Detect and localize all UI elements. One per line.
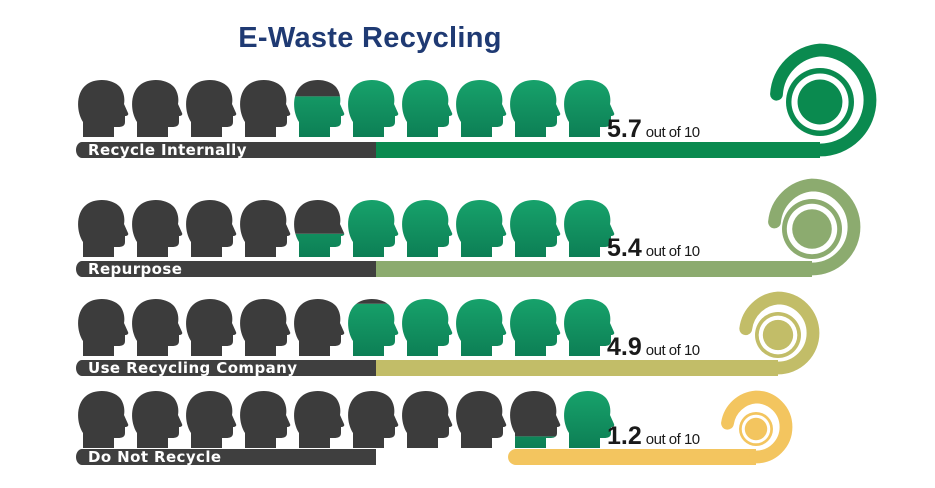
value-bar — [292, 261, 812, 277]
label-bar — [76, 142, 376, 158]
person-head-icon — [78, 298, 129, 356]
person-head-icon — [456, 298, 507, 356]
row-label: Recycle Internally — [88, 141, 247, 159]
person-head-icon — [240, 199, 291, 257]
person-head-icon — [402, 199, 453, 257]
person-head-icon — [240, 390, 291, 448]
person-head-icon — [348, 390, 399, 448]
person-head-icon — [456, 199, 507, 257]
spiral-swirl — [770, 43, 877, 157]
chart-row: Use Recycling Company 4.9 out of 10 — [76, 291, 820, 377]
person-head-icon — [456, 79, 507, 137]
person-head-icon — [402, 79, 453, 137]
label-bar — [76, 261, 376, 277]
person-head-icon — [294, 298, 345, 356]
person-head-icon — [132, 298, 183, 356]
person-head-icon — [510, 298, 561, 356]
person-head-icon — [348, 79, 399, 137]
person-head-icon — [294, 80, 345, 137]
person-head-icon — [240, 79, 291, 137]
person-head-icon — [510, 391, 561, 448]
row-label: Repurpose — [88, 260, 182, 278]
person-head-icon — [78, 79, 129, 137]
label-bar — [76, 360, 376, 376]
chart-row: Repurpose 5.4 out of 10 — [76, 178, 861, 278]
spiral-swirl — [739, 291, 820, 375]
person-head-icon — [564, 79, 615, 137]
value-label: 5.4 out of 10 — [607, 234, 700, 262]
value-label: 5.7 out of 10 — [607, 115, 700, 143]
person-head-icon — [132, 79, 183, 137]
value-label: 4.9 out of 10 — [607, 333, 700, 361]
person-head-icon — [78, 199, 129, 257]
value-bar — [346, 360, 778, 376]
person-head-icon — [186, 298, 237, 356]
chart-row: Do Not Recycle 1.2 out of 10 — [76, 390, 793, 466]
person-head-icon — [402, 390, 453, 448]
chart-row: Recycle Internally 5.7 out of 10 — [76, 43, 877, 159]
person-head-icon — [564, 390, 615, 448]
person-head-icon — [186, 199, 237, 257]
person-head-icon — [186, 79, 237, 137]
person-head-icon — [510, 199, 561, 257]
person-head-icon — [348, 199, 399, 257]
person-head-icon — [348, 299, 399, 356]
spiral-swirl — [721, 390, 793, 464]
person-head-icon — [132, 390, 183, 448]
person-head-icon — [132, 199, 183, 257]
chart-title: E-Waste Recycling — [238, 22, 502, 54]
person-head-icon — [510, 79, 561, 137]
value-label: 1.2 out of 10 — [607, 422, 700, 450]
row-label: Use Recycling Company — [88, 359, 297, 377]
person-head-icon — [564, 199, 615, 257]
label-bar — [76, 449, 376, 465]
person-head-icon — [294, 200, 345, 257]
person-head-icon — [78, 390, 129, 448]
person-head-icon — [402, 298, 453, 356]
person-head-icon — [294, 390, 345, 448]
person-head-icon — [564, 298, 615, 356]
row-label: Do Not Recycle — [88, 448, 221, 466]
value-bar — [508, 449, 756, 465]
person-head-icon — [456, 390, 507, 448]
spiral-swirl — [768, 178, 861, 276]
person-head-icon — [240, 298, 291, 356]
value-bar — [292, 142, 820, 158]
person-head-icon — [186, 390, 237, 448]
